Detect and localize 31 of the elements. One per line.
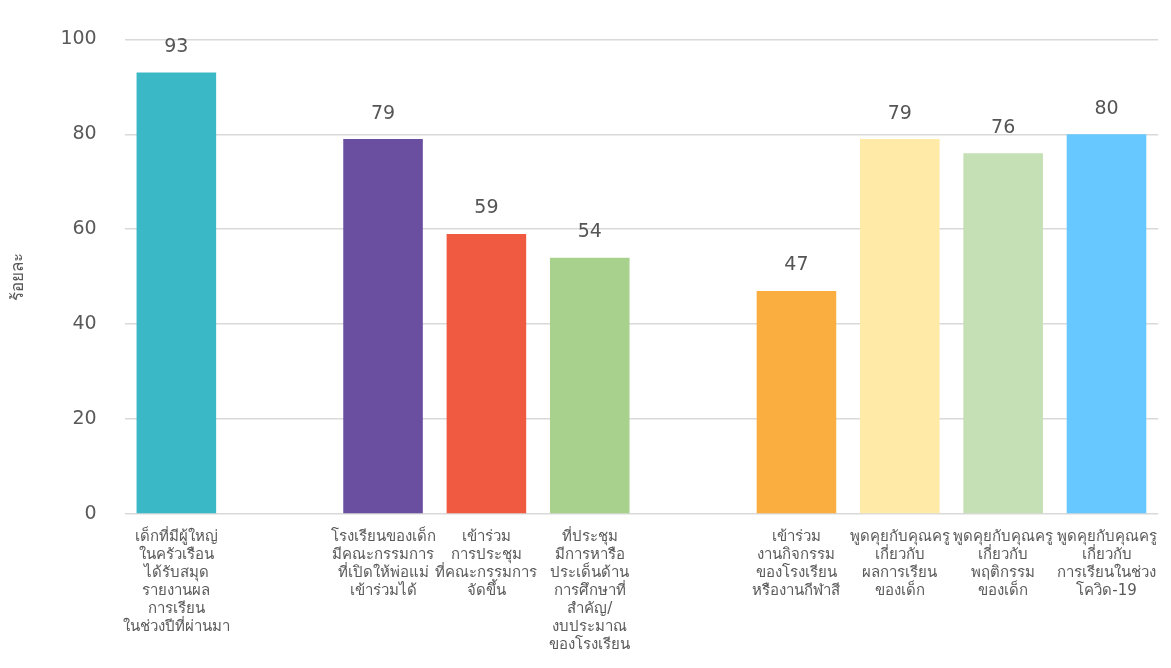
y-tick-label: 60 — [72, 216, 97, 239]
bar — [343, 139, 423, 514]
bar — [1066, 134, 1147, 514]
x-tick-label: ที่ประชุม มีการหารือ ประเด็นด้าน การศึกษาที่ สำคัญ/ งบประมาณ ของโรงเรียน — [549, 524, 631, 653]
y-tick-label: 20 — [72, 406, 97, 429]
data-label: 79 — [370, 100, 396, 123]
x-tick-label: พูดคุยกับคุณครู เกี่ยวกับ พฤติกรรม ของเด็ก — [953, 526, 1054, 599]
y-tick-label: 40 — [72, 311, 97, 334]
bar — [549, 257, 630, 514]
y-tick-label: 80 — [72, 121, 97, 144]
data-label: 76 — [991, 114, 1016, 137]
y-tick-label: 100 — [60, 26, 97, 49]
bar — [136, 72, 217, 514]
x-tick-label: เด็กที่มีผู้ใหญ่ ในครัวเรือน ได้รับสมุด รายงานผล การเรียน ในช่วงปีที่ผ่านมา — [122, 524, 230, 635]
y-axis-title: ร้อยละ — [6, 252, 27, 301]
bar — [963, 153, 1043, 514]
data-label: 79 — [887, 100, 912, 123]
data-label: 93 — [164, 34, 189, 57]
y-tick-label: 0 — [84, 500, 97, 523]
bar — [756, 290, 837, 514]
data-label: 47 — [784, 252, 809, 275]
x-tick-label: เข้าร่วม การประชุม ที่คณะกรรมการ จัดขึ้น — [435, 526, 538, 599]
data-label: 80 — [1094, 95, 1119, 118]
x-tick-label: พูดคุยกับคุณครู เกี่ยวกับ ผลการเรียน ของเด็ก — [849, 526, 950, 599]
bar — [446, 233, 527, 514]
x-tick-label: เข้าร่วม งานกิจกรรม ของโรงเรียน หรืองานกีฬาสี — [752, 526, 841, 599]
x-tick-label: โรงเรียนของเด็ก มีคณะกรรมการ ที่เปิดให้พ่อแม่ เข้าร่วมได้ — [330, 525, 436, 599]
x-tick-label: พูดคุยกับคุณครู เกี่ยวกับ การเรียนในช่วง โควิด-19 — [1056, 526, 1157, 599]
bar — [860, 139, 940, 514]
data-label: 59 — [474, 195, 499, 218]
data-label: 54 — [577, 219, 602, 242]
